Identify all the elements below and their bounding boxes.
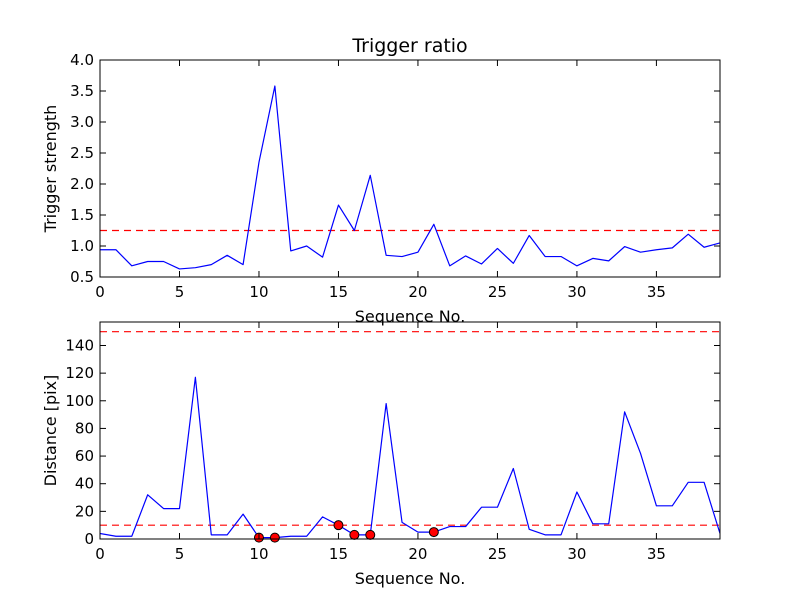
x-tick-label: 15: [329, 283, 348, 301]
y-tick-label: 140: [65, 336, 94, 354]
y-tick-label: 0.5: [70, 268, 94, 286]
x-axis-label: Sequence No.: [355, 569, 466, 588]
y-tick-label: 3.5: [70, 82, 94, 100]
x-tick-label: 20: [408, 545, 427, 563]
x-tick-label: 30: [567, 545, 586, 563]
x-tick-label: 35: [647, 545, 666, 563]
x-tick-label: 35: [647, 283, 666, 301]
chart-title: Trigger ratio: [351, 35, 467, 57]
x-tick-label: 10: [249, 283, 268, 301]
y-tick-label: 4.0: [70, 51, 94, 69]
x-tick-label: 5: [175, 283, 185, 301]
series-line: [100, 376, 720, 539]
chart-panel-2: 0 5 10 15 20 25 30 35 0 20 40 60 80 100 120 140 Sequence…: [41, 321, 721, 588]
y-tick-label: 40: [75, 475, 94, 493]
x-tick-label: 0: [95, 283, 105, 301]
y-tick-label: 20: [75, 502, 94, 520]
y-tick-label: 2.0: [70, 175, 94, 193]
y-tick-label: 100: [65, 392, 94, 410]
x-tick-label: 15: [329, 545, 348, 563]
data-marker: [333, 520, 344, 531]
x-tick-label: 10: [249, 545, 268, 563]
series-line: [100, 85, 720, 270]
y-tick-label: 0: [84, 530, 94, 548]
y-tick-label: 1.5: [70, 206, 94, 224]
y-tick-label: 1.0: [70, 237, 94, 255]
data-marker: [269, 532, 280, 543]
x-axis-label: Sequence No.: [355, 307, 466, 326]
y-tick-label: 60: [75, 447, 94, 465]
data-marker: [349, 529, 360, 540]
chart-panel-1: 0 5 10 15 20 25 30 35 0.5 1.0 1.5 2.0 2.5 3.0 3.5 4.0 Se…: [41, 35, 721, 326]
x-tick-label: 5: [175, 545, 185, 563]
y-tick-label: 120: [65, 364, 94, 382]
y-tick-label: 3.0: [70, 113, 94, 131]
data-marker: [428, 527, 439, 538]
x-tick-label: 25: [488, 545, 507, 563]
data-marker: [365, 529, 376, 540]
axes-frame: [99, 321, 721, 540]
x-tick-label: 0: [95, 545, 105, 563]
x-tick-label: 25: [488, 283, 507, 301]
y-tick-label: 2.5: [70, 144, 94, 162]
y-axis-label: Distance [pix]: [41, 375, 60, 487]
axes-frame: [99, 59, 721, 278]
x-tick-label: 30: [567, 283, 586, 301]
y-axis-label: Trigger strength: [41, 105, 60, 234]
y-tick-label: 80: [75, 419, 94, 437]
x-tick-label: 20: [408, 283, 427, 301]
